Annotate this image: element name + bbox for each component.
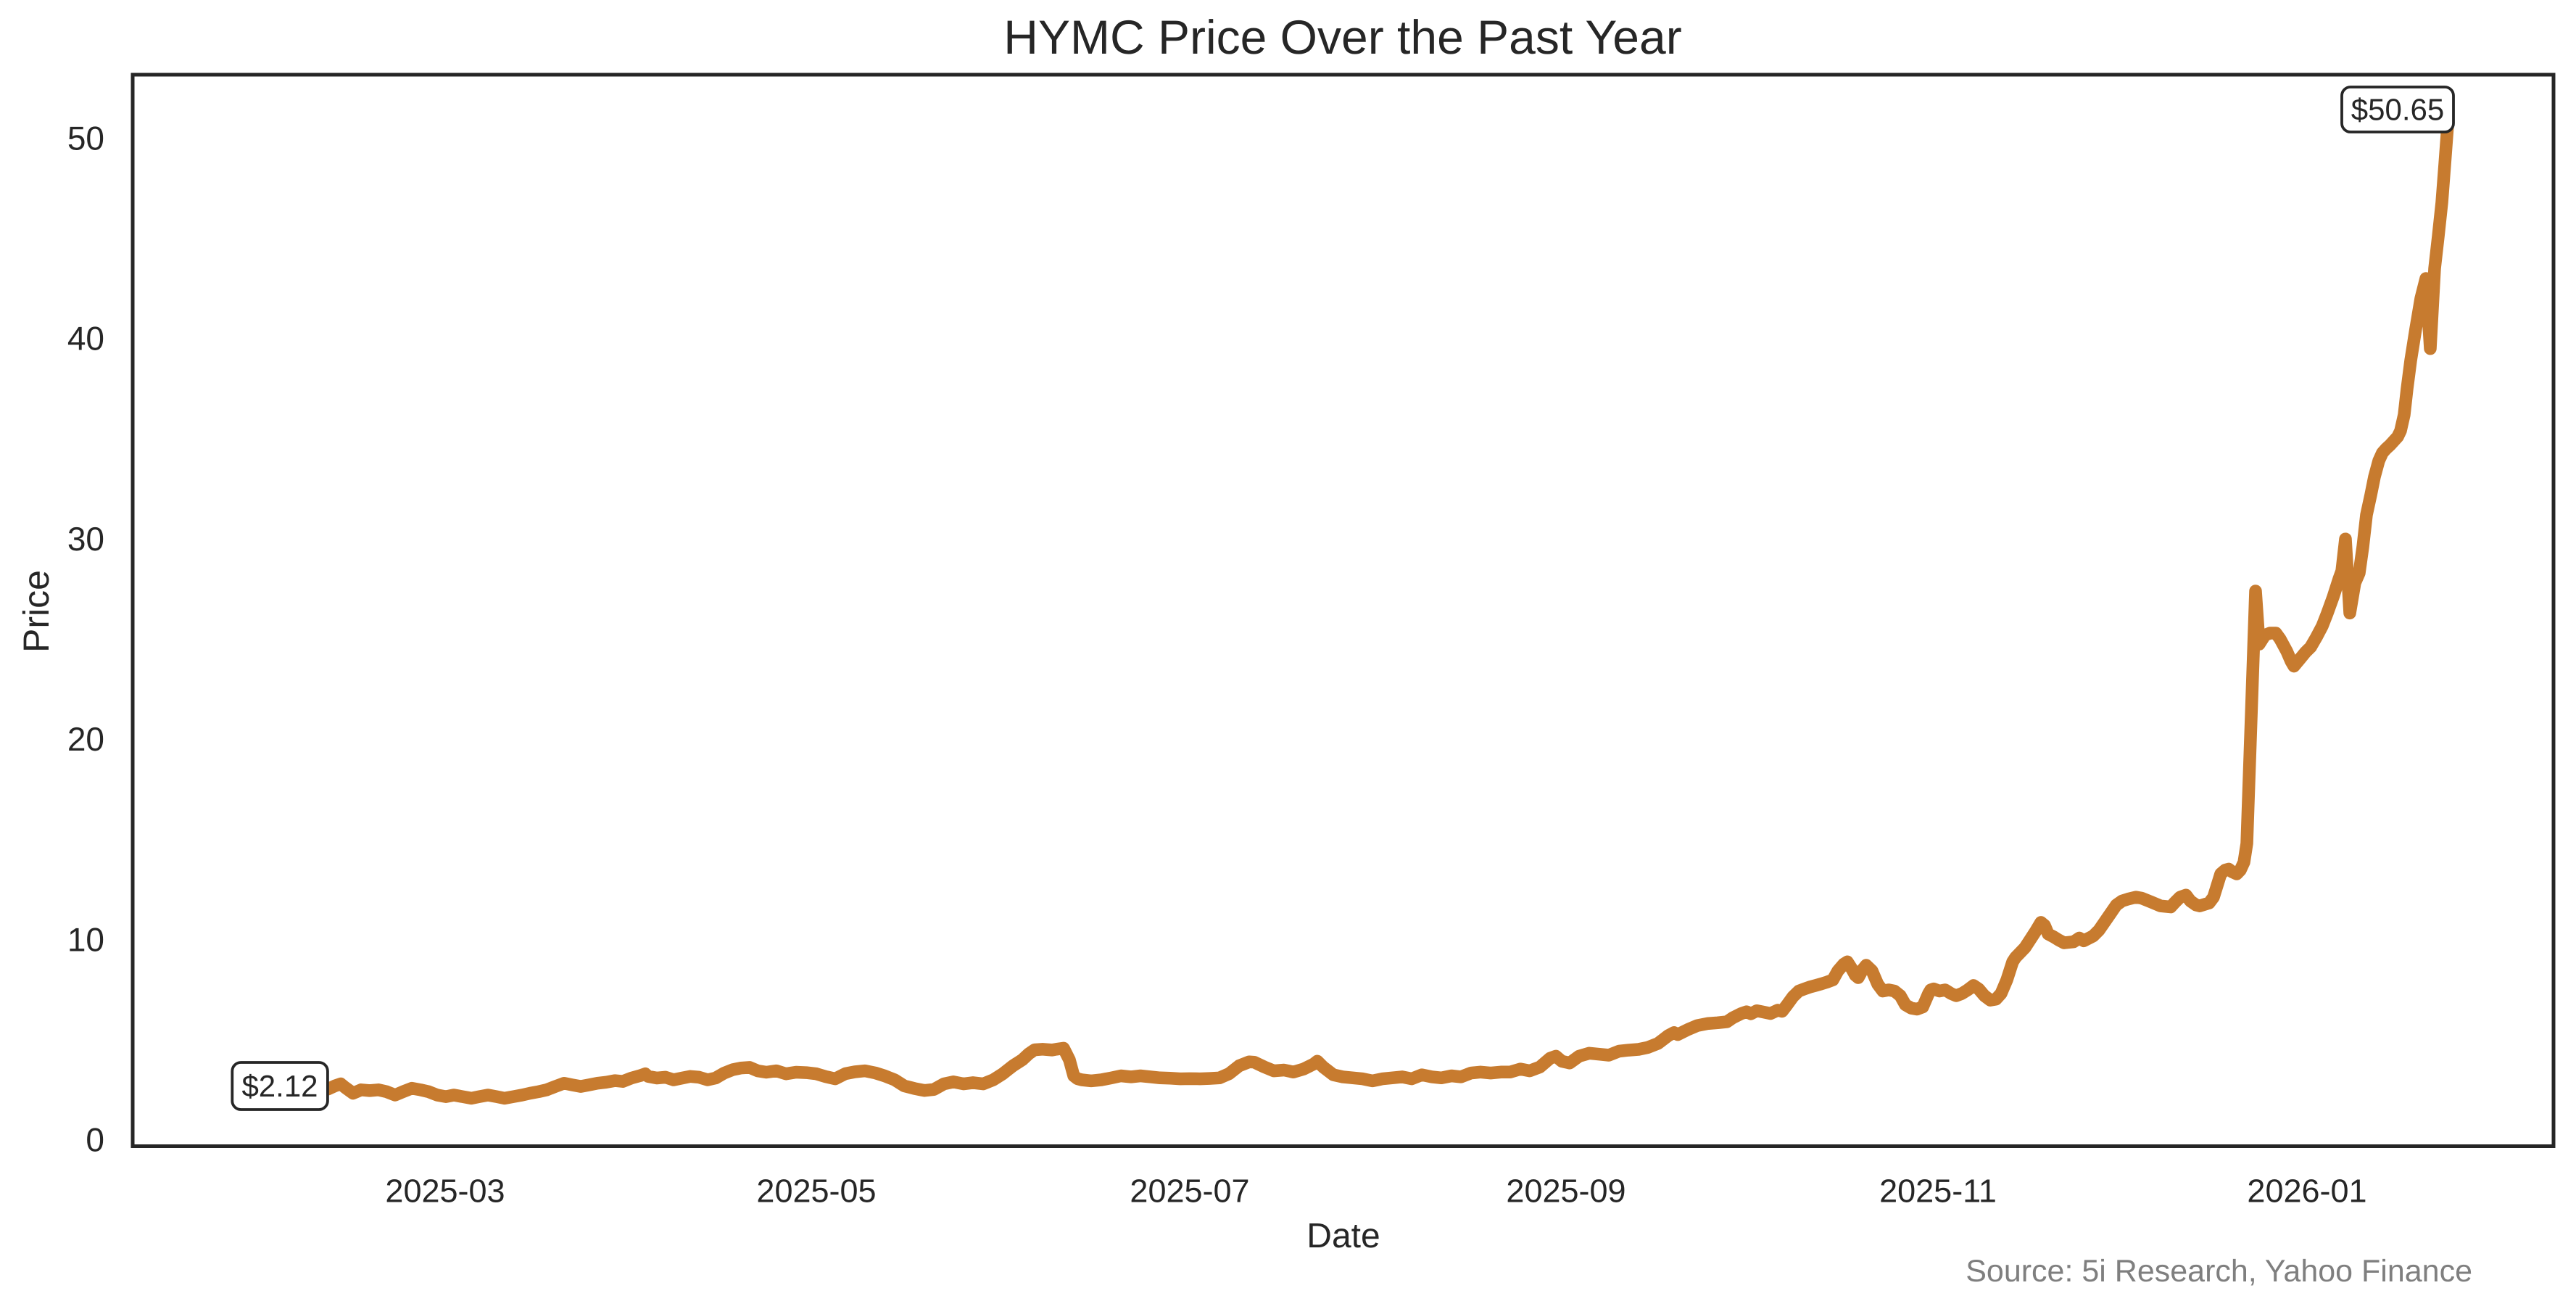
svg-text:Date: Date bbox=[1306, 1217, 1380, 1255]
svg-text:Price: Price bbox=[16, 570, 57, 653]
svg-text:0: 0 bbox=[86, 1121, 104, 1159]
svg-text:2026-01: 2026-01 bbox=[2247, 1173, 2366, 1210]
svg-text:HYMC Price Over the Past Year: HYMC Price Over the Past Year bbox=[1003, 10, 1681, 64]
svg-text:2025-03: 2025-03 bbox=[385, 1173, 505, 1210]
svg-text:2025-05: 2025-05 bbox=[756, 1173, 876, 1210]
svg-text:$2.12: $2.12 bbox=[241, 1069, 318, 1103]
svg-text:30: 30 bbox=[67, 520, 104, 558]
svg-text:50: 50 bbox=[67, 119, 104, 157]
svg-text:10: 10 bbox=[67, 920, 104, 958]
svg-text:2025-07: 2025-07 bbox=[1130, 1173, 1249, 1210]
svg-text:20: 20 bbox=[67, 720, 104, 758]
svg-text:2025-11: 2025-11 bbox=[1879, 1173, 1997, 1210]
svg-text:2025-09: 2025-09 bbox=[1506, 1173, 1625, 1210]
svg-text:$50.65: $50.65 bbox=[2351, 93, 2444, 127]
svg-text:40: 40 bbox=[67, 320, 104, 358]
svg-text:Source: 5i Research, Yahoo Fin: Source: 5i Research, Yahoo Finance bbox=[1966, 1254, 2472, 1289]
